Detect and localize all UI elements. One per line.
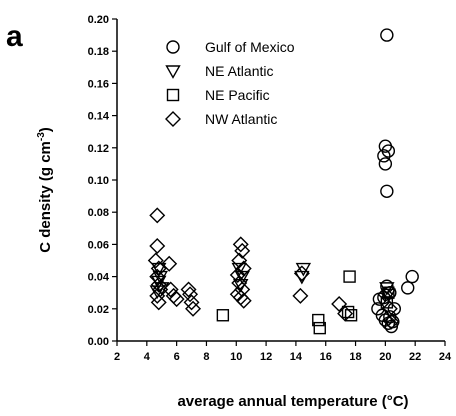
x-tick-label: 12 [260,351,272,363]
ne-pacific-point [344,309,358,322]
y-axis-title-superscript: -3 [36,132,47,141]
nw-atlantic-point [235,292,252,309]
legend-gulf-of-mexico-marker [166,40,180,54]
nw-atlantic-point [383,313,400,330]
nw-atlantic-point [147,252,164,269]
ne-pacific-point [343,270,356,283]
y-axis-title: C density (g cm-3) [36,127,54,253]
legend-ne-pacific-label: NE Pacific [205,87,270,103]
y-tick-label: 0.02 [88,304,109,316]
nw-atlantic-point [150,294,167,311]
panel-letter: a [6,20,23,53]
gulf-of-mexico-point [377,149,391,163]
y-tick-label: 0.04 [88,272,110,284]
gulf-of-mexico-point [401,281,415,295]
legend-gulf-of-mexico-label: Gulf of Mexico [205,39,295,55]
nw-atlantic-point [150,260,167,277]
nw-atlantic-point [229,286,246,303]
y-axis-title-suffix: ) [37,127,54,132]
gulf-of-mexico-point [378,157,393,171]
x-tick-label: 14 [290,351,303,363]
legend: Gulf of Mexico NE Atlantic NE Pacific NW At… [165,39,295,127]
legend-ne-atlantic-label: NE Atlantic [205,63,273,79]
y-tick-label: 0.00 [88,336,109,348]
nw-atlantic-point [168,291,185,308]
gulf-of-mexico-point [380,28,394,42]
x-axis-ticks: 2 4 6 8 10 12 14 16 18 20 22 24 [114,341,452,363]
y-tick-label: 0.08 [88,207,109,219]
x-tick-label: 8 [203,351,209,363]
gulf-of-mexico-point [405,269,419,284]
y-tick-label: 0.18 [88,46,109,58]
ne-pacific-point [216,309,230,322]
nw-atlantic-point [231,275,248,292]
legend-ne-atlantic-marker [165,65,181,79]
x-tick-label: 4 [144,351,151,363]
x-tick-label: 20 [379,351,391,363]
x-tick-label: 2 [114,351,120,363]
ne-pacific-point [312,313,325,327]
x-tick-label: 24 [439,351,452,363]
y-axis-ticks: 0.00 0.02 0.04 0.06 0.08 0.10 0.12 0.14 0.16 0.18… [88,14,117,348]
nw-atlantic-point [232,236,249,253]
nw-atlantic-point [293,265,310,282]
y-tick-label: 0.06 [88,239,109,251]
nw-atlantic-point [149,268,166,285]
ne-atlantic-point [295,262,312,277]
nw-atlantic-point [292,287,309,304]
y-tick-label: 0.20 [88,14,109,26]
x-tick-label: 10 [230,351,242,363]
nw-atlantic-point [182,286,199,303]
gulf-of-mexico-point [380,184,394,198]
data-points [147,28,419,335]
nw-atlantic-point [337,305,354,322]
y-axis-title-text: C density (g cm [37,141,54,253]
nw-atlantic-point [231,252,248,269]
nw-atlantic-point [150,276,167,293]
x-tick-label: 18 [349,351,361,363]
legend-nw-atlantic-label: NW Atlantic [205,111,277,127]
y-tick-label: 0.10 [88,175,109,187]
gulf-of-mexico-point [381,144,396,158]
nw-atlantic-point [331,295,348,312]
y-tick-label: 0.12 [88,143,109,155]
x-tick-label: 22 [409,351,421,363]
legend-nw-atlantic-marker [165,111,181,127]
nw-atlantic-point [161,255,178,272]
gulf-of-mexico-point [387,302,402,316]
nw-atlantic-point [234,242,251,259]
nw-atlantic-point [185,300,202,317]
nw-atlantic-point [149,207,166,224]
nw-atlantic-point [180,281,197,298]
nw-atlantic-point [183,294,200,311]
gulf-of-mexico-point [383,310,397,324]
y-tick-label: 0.14 [88,111,110,123]
nw-atlantic-point [149,238,166,254]
x-tick-label: 6 [174,351,180,363]
x-axis-title: average annual temperature (°C) [177,393,408,410]
x-tick-label: 16 [320,351,332,363]
nw-atlantic-point [377,286,394,303]
nw-atlantic-point [149,287,166,304]
y-tick-label: 0.16 [88,78,109,90]
nw-atlantic-point [229,267,246,283]
legend-ne-pacific-marker [166,88,180,102]
ne-pacific-point [313,321,326,335]
ne-pacific-point [380,296,394,309]
nw-atlantic-point [162,281,179,298]
